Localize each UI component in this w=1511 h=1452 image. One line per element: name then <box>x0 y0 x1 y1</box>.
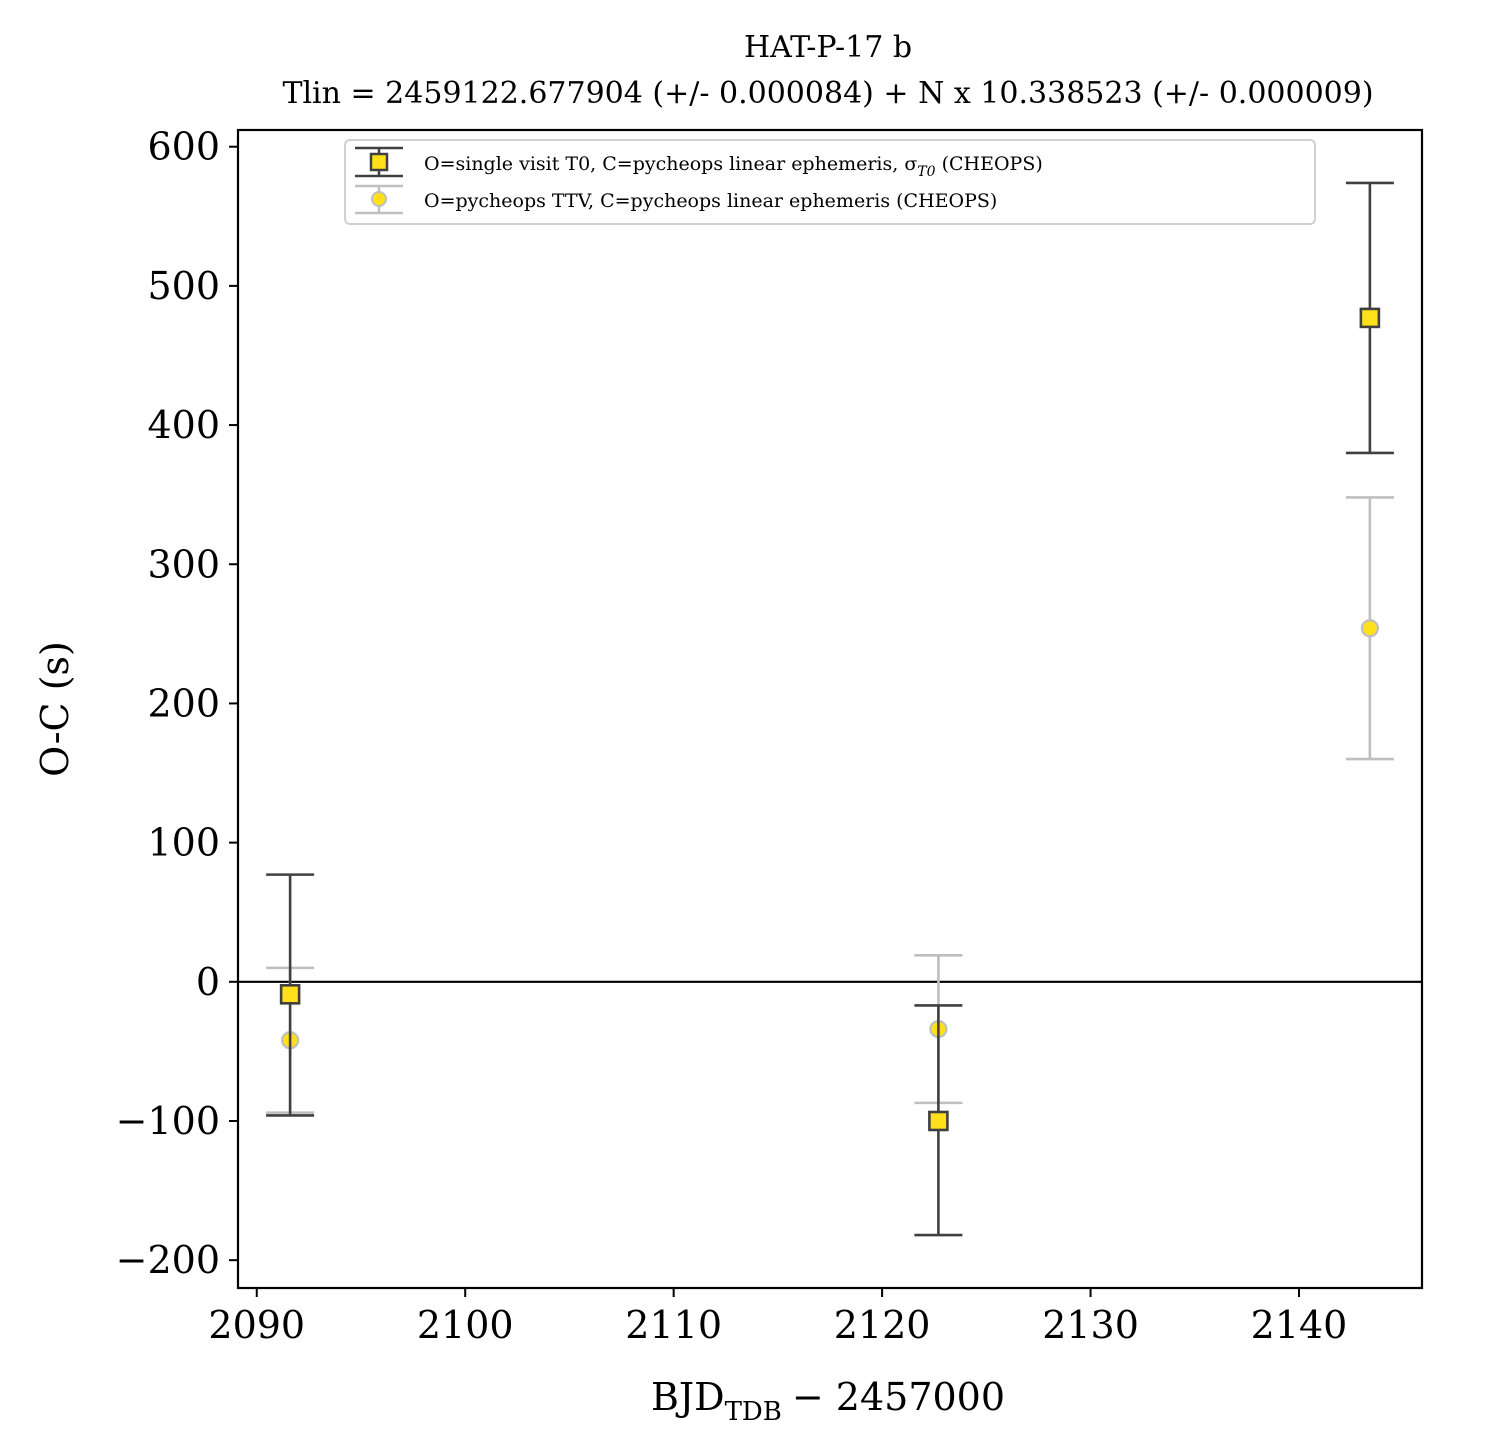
y-tick-label: 100 <box>147 821 220 865</box>
legend: O=single visit T0, C=pycheops linear eph… <box>344 139 1316 225</box>
legend-label-t0: O=single visit T0, C=pycheops linear eph… <box>424 153 1043 180</box>
x-tick-label: 2090 <box>208 1303 305 1347</box>
y-tick-label: 0 <box>196 960 220 1004</box>
y-tick-label: −200 <box>116 1238 220 1282</box>
chart-subtitle: Tlin = 2459122.677904 (+/- 0.000084) + N… <box>282 76 1373 111</box>
y-tick-label: 500 <box>147 264 220 308</box>
marker-square <box>928 1110 949 1132</box>
x-tick-label: 2140 <box>1251 1303 1348 1347</box>
y-tick-label: 600 <box>147 125 220 169</box>
point-t0 <box>266 873 315 1117</box>
legend-box <box>344 139 1316 225</box>
y-tick-label: 200 <box>147 681 220 725</box>
plot-frame <box>236 128 1424 1290</box>
x-tick-label: 2120 <box>834 1303 931 1347</box>
data-layer <box>238 181 1422 1237</box>
legend-marker-t0 <box>355 146 403 178</box>
y-axis-label: O-C (s) <box>33 641 77 777</box>
point-t0 <box>914 1004 963 1237</box>
x-tick-label: 2130 <box>1042 1303 1139 1347</box>
y-tick-label: −100 <box>116 1099 220 1143</box>
point-t0 <box>1345 181 1394 455</box>
y-tick-label: 300 <box>147 542 220 586</box>
y-tick-label: 400 <box>147 403 220 447</box>
tick-layer: 2090 2100 2110 2120 2130 2140 −200 −100 0 100 200 3… <box>116 125 1348 1347</box>
chart-title: HAT-P-17 b <box>744 30 912 65</box>
marker-square <box>1359 307 1381 329</box>
marker-circle <box>1360 619 1379 638</box>
marker-square <box>279 984 301 1005</box>
x-tick-label: 2100 <box>417 1303 514 1347</box>
point-ttv <box>1345 496 1394 761</box>
legend-label-ttv: O=pycheops TTV, C=pycheops linear epheme… <box>424 190 997 212</box>
x-axis-label: BJDTDB − 2457000 <box>651 1375 1005 1427</box>
x-tick-label: 2110 <box>625 1303 722 1347</box>
legend-marker-ttv <box>355 184 403 215</box>
